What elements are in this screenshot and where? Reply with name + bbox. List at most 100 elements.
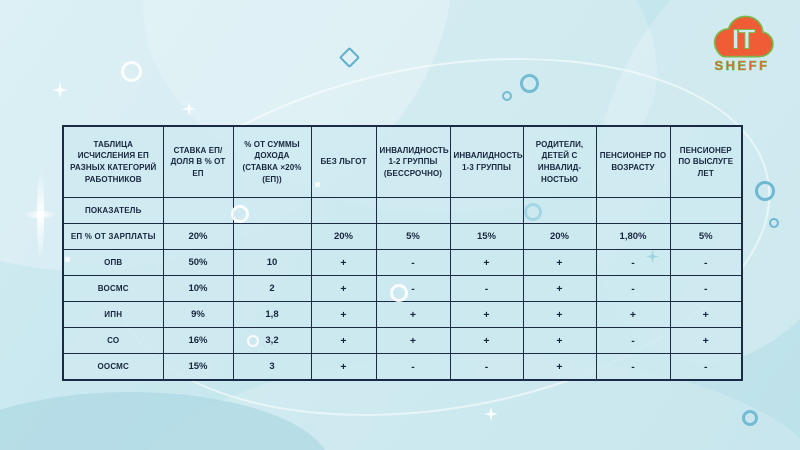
table-cell: 1,80% bbox=[595, 223, 671, 250]
row-label: ЕП % ОТ ЗАРПЛАТЫ bbox=[62, 223, 164, 250]
row-label: ООСМС bbox=[62, 353, 164, 381]
table-cell: - bbox=[595, 327, 671, 354]
ring-icon bbox=[755, 181, 775, 201]
logo-monogram: IT bbox=[732, 23, 756, 54]
column-header: БЕЗ ЛЬГОТ bbox=[310, 125, 377, 198]
table-cell: - bbox=[375, 353, 451, 381]
table-cell: + bbox=[595, 301, 671, 328]
table-cell bbox=[669, 197, 743, 224]
ep-calculation-table: ТАБЛИЦА ИСЧИСЛЕНИЯ ЕП РАЗНЫХ КАТЕГОРИЙ Р… bbox=[62, 125, 743, 381]
table-cell: + bbox=[310, 301, 377, 328]
table-row: ИПН 9% 1,8 + + + + + + bbox=[62, 301, 743, 328]
table-cell: + bbox=[669, 301, 743, 328]
column-header: СТАВКА ЕП/ДОЛЯ В % ОТ ЕП bbox=[162, 125, 234, 198]
table-cell: - bbox=[375, 275, 451, 302]
star-flare-icon bbox=[24, 211, 56, 218]
column-header: ИНВАЛИДНОСТЬ 1-2 ГРУППЫ (БЕССРОЧНО) bbox=[375, 125, 451, 198]
diamond-icon bbox=[338, 46, 361, 69]
row-label: ПОКАЗАТЕЛЬ bbox=[62, 197, 164, 224]
table-cell: + bbox=[522, 275, 597, 302]
table-cell bbox=[595, 197, 671, 224]
table-cell: + bbox=[449, 249, 524, 276]
table-cell: 2 bbox=[232, 275, 312, 302]
table-cell bbox=[232, 223, 312, 250]
table-cell bbox=[375, 197, 451, 224]
column-header: ПЕНСИОНЕР ПО ВОЗРАСТУ bbox=[595, 125, 671, 198]
table-cell: - bbox=[375, 249, 451, 276]
column-header: ТАБЛИЦА ИСЧИСЛЕНИЯ ЕП РАЗНЫХ КАТЕГОРИЙ Р… bbox=[62, 125, 164, 198]
table-row: ЕП % ОТ ЗАРПЛАТЫ 20% 20% 5% 15% 20% 1,80% 5% bbox=[62, 223, 743, 250]
table-cell: + bbox=[449, 327, 524, 354]
table-cell: 50% bbox=[162, 249, 234, 276]
table-cell: + bbox=[522, 353, 597, 381]
table-cell: 5% bbox=[375, 223, 451, 250]
column-header: ПЕНСИОНЕР ПО ВЫСЛУГЕ ЛЕТ bbox=[669, 125, 743, 198]
table-cell: - bbox=[449, 275, 524, 302]
row-label: ВОСМС bbox=[62, 275, 164, 302]
table-cell: + bbox=[310, 249, 377, 276]
cloud-shape bbox=[713, 15, 774, 58]
table-row: СО 16% 3,2 + + + + - + bbox=[62, 327, 743, 354]
table-cell: 20% bbox=[522, 223, 597, 250]
table-cell: + bbox=[522, 301, 597, 328]
table-cell: + bbox=[669, 327, 743, 354]
column-header: ИНВАЛИДНОСТЬ 1-3 ГРУППЫ bbox=[449, 125, 524, 198]
table-cell: + bbox=[522, 249, 597, 276]
column-header: РОДИТЕЛИ, ДЕТЕЙ С ИНВАЛИД-НОСТЬЮ bbox=[522, 125, 597, 198]
table-cell: - bbox=[595, 353, 671, 381]
ring-icon bbox=[121, 61, 142, 82]
table-cell: - bbox=[595, 275, 671, 302]
table-cell bbox=[310, 197, 377, 224]
table-cell: 3,2 bbox=[232, 327, 312, 354]
table-cell: + bbox=[310, 275, 377, 302]
table-cell: 5% bbox=[669, 223, 743, 250]
ring-icon bbox=[769, 218, 779, 228]
table-cell: + bbox=[310, 353, 377, 381]
cloud-logo-icon: IT bbox=[713, 15, 774, 58]
row-label: СО bbox=[62, 327, 164, 354]
table-cell: - bbox=[669, 249, 743, 276]
column-header: % ОТ СУММЫ ДОХОДА (СТАВКА ×20% (ЕП)) bbox=[232, 125, 312, 198]
ring-icon bbox=[742, 410, 758, 426]
sparkle-icon bbox=[52, 82, 68, 98]
table-cell: 20% bbox=[310, 223, 377, 250]
sparkle-icon bbox=[484, 407, 498, 421]
table-cell: + bbox=[449, 301, 524, 328]
table-cell: 10% bbox=[162, 275, 234, 302]
background-blob bbox=[0, 392, 330, 450]
table-cell bbox=[232, 197, 312, 224]
table-cell: + bbox=[522, 327, 597, 354]
table-cell: + bbox=[375, 327, 451, 354]
table-row: ВОСМС 10% 2 + - - + - - bbox=[62, 275, 743, 302]
table-row: ОПВ 50% 10 + - + + - - bbox=[62, 249, 743, 276]
table-cell: - bbox=[449, 353, 524, 381]
table-cell: 10 bbox=[232, 249, 312, 276]
table-cell: 20% bbox=[162, 223, 234, 250]
table-cell: + bbox=[375, 301, 451, 328]
table-cell bbox=[449, 197, 524, 224]
table-cell: 3 bbox=[232, 353, 312, 381]
ring-icon bbox=[502, 91, 512, 101]
table-cell: 16% bbox=[162, 327, 234, 354]
table-cell bbox=[522, 197, 597, 224]
row-label: ИПН bbox=[62, 301, 164, 328]
sparkle-icon bbox=[182, 102, 196, 116]
logo-wordmark: SHEFF bbox=[714, 58, 770, 74]
table-row: ООСМС 15% 3 + - - + - - bbox=[62, 353, 743, 381]
ring-icon bbox=[520, 74, 539, 93]
table-row: ПОКАЗАТЕЛЬ bbox=[62, 197, 743, 224]
table-cell: - bbox=[669, 275, 743, 302]
table-cell: 15% bbox=[449, 223, 524, 250]
table-cell: 1,8 bbox=[232, 301, 312, 328]
table-cell: - bbox=[595, 249, 671, 276]
table-cell bbox=[162, 197, 234, 224]
star-flare-icon bbox=[37, 169, 44, 261]
table-cell: - bbox=[669, 353, 743, 381]
table-cell: 9% bbox=[162, 301, 234, 328]
table-cell: 15% bbox=[162, 353, 234, 381]
table-cell: + bbox=[310, 327, 377, 354]
row-label: ОПВ bbox=[62, 249, 164, 276]
header-row: ТАБЛИЦА ИСЧИСЛЕНИЯ ЕП РАЗНЫХ КАТЕГОРИЙ Р… bbox=[62, 125, 743, 198]
itsheff-logo: IT SHEFF bbox=[700, 13, 784, 73]
